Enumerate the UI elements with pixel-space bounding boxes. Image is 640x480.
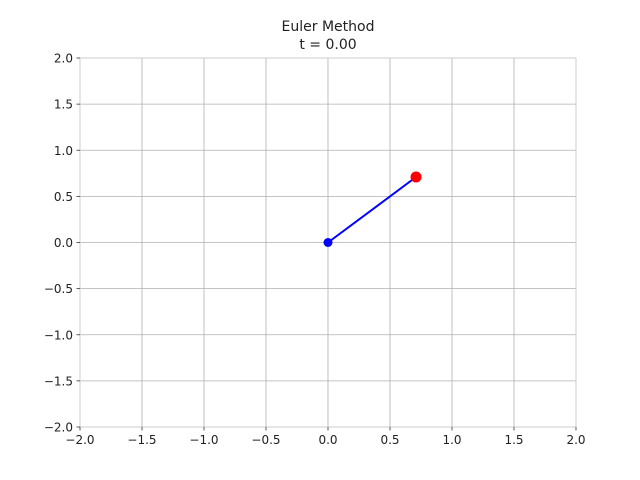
- chart-subtitle: t = 0.00: [299, 37, 356, 53]
- x-tick-label: −1.5: [127, 433, 156, 447]
- x-tick-label: 1.0: [442, 433, 461, 447]
- y-tick-label: −1.5: [44, 374, 73, 388]
- pendulum-rod: [327, 176, 417, 244]
- y-tick-label: −0.5: [44, 282, 73, 296]
- pivot-point: [323, 238, 333, 247]
- x-tick-label: −1.0: [189, 433, 218, 447]
- y-tick-label: −2.0: [44, 421, 73, 435]
- y-tick-label: 0.5: [54, 190, 73, 204]
- x-tick-label: 2.0: [566, 433, 585, 447]
- x-tick-label: 0.5: [380, 433, 399, 447]
- x-tick-label: −0.5: [251, 433, 280, 447]
- pendulum-bob: [410, 171, 422, 183]
- series-marks: [323, 171, 422, 247]
- x-tick-label: 0.0: [318, 433, 337, 447]
- x-tick-label: −2.0: [65, 433, 94, 447]
- y-tick-label: 0.0: [54, 236, 73, 250]
- y-tick-label: −1.0: [44, 328, 73, 342]
- y-tick-label: 2.0: [54, 52, 73, 66]
- chart-title: Euler Method: [282, 19, 375, 35]
- axis-ticks: −2.0 −1.5 −1.0 −0.5 0.0 0.5 1.0 1.5 2.0 −2.0 −1.5 −…: [44, 52, 586, 448]
- y-tick-label: 1.0: [54, 144, 73, 158]
- x-tick-label: 1.5: [504, 433, 523, 447]
- y-tick-label: 1.5: [54, 98, 73, 112]
